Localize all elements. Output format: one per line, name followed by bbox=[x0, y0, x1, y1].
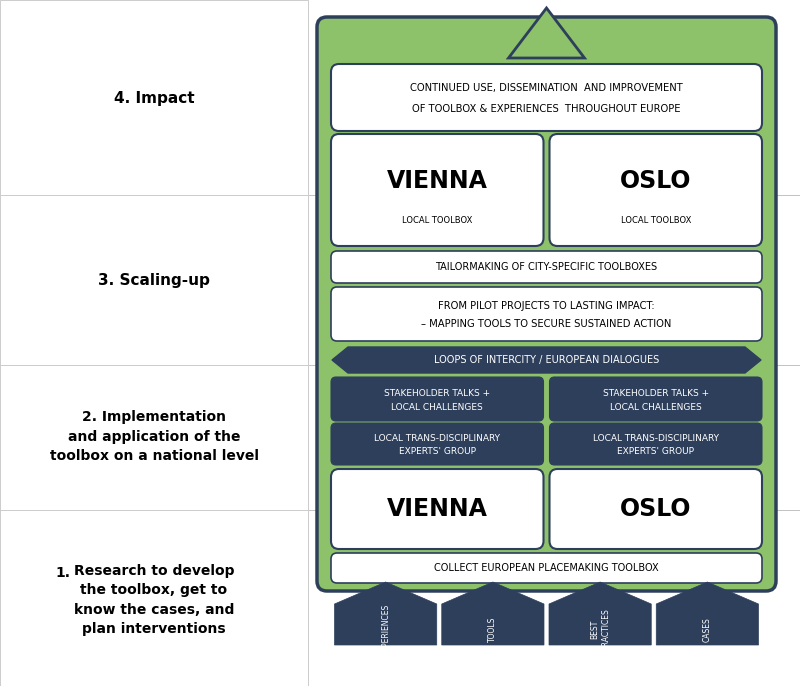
FancyBboxPatch shape bbox=[331, 251, 762, 283]
Text: LOCAL TRANS-DISCIPLINARY: LOCAL TRANS-DISCIPLINARY bbox=[374, 434, 500, 443]
Text: LOCAL TOOLBOX: LOCAL TOOLBOX bbox=[621, 216, 691, 225]
Text: OF TOOLBOX & EXPERIENCES  THROUGHOUT EUROPE: OF TOOLBOX & EXPERIENCES THROUGHOUT EURO… bbox=[412, 104, 681, 114]
Text: STAKEHOLDER TALKS +: STAKEHOLDER TALKS + bbox=[384, 389, 490, 398]
Text: EXPERIENCES: EXPERIENCES bbox=[381, 604, 390, 656]
Polygon shape bbox=[656, 582, 758, 645]
Text: COLLECT EUROPEAN PLACEMAKING TOOLBOX: COLLECT EUROPEAN PLACEMAKING TOOLBOX bbox=[434, 563, 659, 573]
Text: 3. Scaling-up: 3. Scaling-up bbox=[98, 272, 210, 287]
Text: STAKEHOLDER TALKS +: STAKEHOLDER TALKS + bbox=[602, 389, 709, 398]
FancyBboxPatch shape bbox=[331, 287, 762, 341]
Polygon shape bbox=[549, 582, 651, 645]
Text: – MAPPING TOOLS TO SECURE SUSTAINED ACTION: – MAPPING TOOLS TO SECURE SUSTAINED ACTI… bbox=[422, 320, 672, 329]
Text: BEST
PRACTICES: BEST PRACTICES bbox=[590, 608, 610, 650]
FancyBboxPatch shape bbox=[331, 64, 762, 131]
Polygon shape bbox=[442, 582, 544, 645]
Text: LOOPS OF INTERCITY / EUROPEAN DIALOGUES: LOOPS OF INTERCITY / EUROPEAN DIALOGUES bbox=[434, 355, 659, 365]
Text: VIENNA: VIENNA bbox=[387, 169, 488, 193]
Polygon shape bbox=[509, 8, 585, 58]
Text: 2. Implementation
and application of the
toolbox on a national level: 2. Implementation and application of the… bbox=[50, 410, 258, 464]
FancyBboxPatch shape bbox=[550, 423, 762, 465]
Text: LOCAL CHALLENGES: LOCAL CHALLENGES bbox=[391, 403, 483, 412]
Text: FROM PILOT PROJECTS TO LASTING IMPACT:: FROM PILOT PROJECTS TO LASTING IMPACT: bbox=[438, 301, 655, 311]
FancyBboxPatch shape bbox=[331, 469, 543, 549]
FancyBboxPatch shape bbox=[550, 134, 762, 246]
FancyBboxPatch shape bbox=[331, 553, 762, 583]
Text: TOOLS: TOOLS bbox=[488, 617, 498, 642]
Text: 4. Impact: 4. Impact bbox=[114, 91, 194, 106]
Polygon shape bbox=[334, 582, 437, 645]
Text: TAILORMAKING OF CITY-SPECIFIC TOOLBOXES: TAILORMAKING OF CITY-SPECIFIC TOOLBOXES bbox=[435, 262, 658, 272]
FancyBboxPatch shape bbox=[317, 17, 776, 591]
Text: CONTINUED USE, DISSEMINATION  AND IMPROVEMENT: CONTINUED USE, DISSEMINATION AND IMPROVE… bbox=[410, 84, 683, 93]
Text: Research to develop
the toolbox, get to
know the cases, and
plan interventions: Research to develop the toolbox, get to … bbox=[74, 564, 234, 636]
Text: VIENNA: VIENNA bbox=[387, 497, 488, 521]
Text: EXPERTS' GROUP: EXPERTS' GROUP bbox=[398, 447, 476, 456]
Text: OSLO: OSLO bbox=[620, 497, 691, 521]
Text: 1.: 1. bbox=[55, 566, 70, 580]
Text: EXPERTS' GROUP: EXPERTS' GROUP bbox=[618, 447, 694, 456]
Text: LOCAL TOOLBOX: LOCAL TOOLBOX bbox=[402, 216, 473, 225]
Text: OSLO: OSLO bbox=[620, 169, 691, 193]
FancyBboxPatch shape bbox=[331, 377, 543, 421]
Bar bbox=[0, 0, 308, 686]
Polygon shape bbox=[332, 347, 761, 373]
Text: LOCAL TRANS-DISCIPLINARY: LOCAL TRANS-DISCIPLINARY bbox=[593, 434, 718, 443]
FancyBboxPatch shape bbox=[331, 134, 543, 246]
FancyBboxPatch shape bbox=[331, 423, 543, 465]
FancyBboxPatch shape bbox=[550, 377, 762, 421]
Text: LOCAL CHALLENGES: LOCAL CHALLENGES bbox=[610, 403, 702, 412]
Text: CASES: CASES bbox=[703, 617, 712, 642]
FancyBboxPatch shape bbox=[550, 469, 762, 549]
